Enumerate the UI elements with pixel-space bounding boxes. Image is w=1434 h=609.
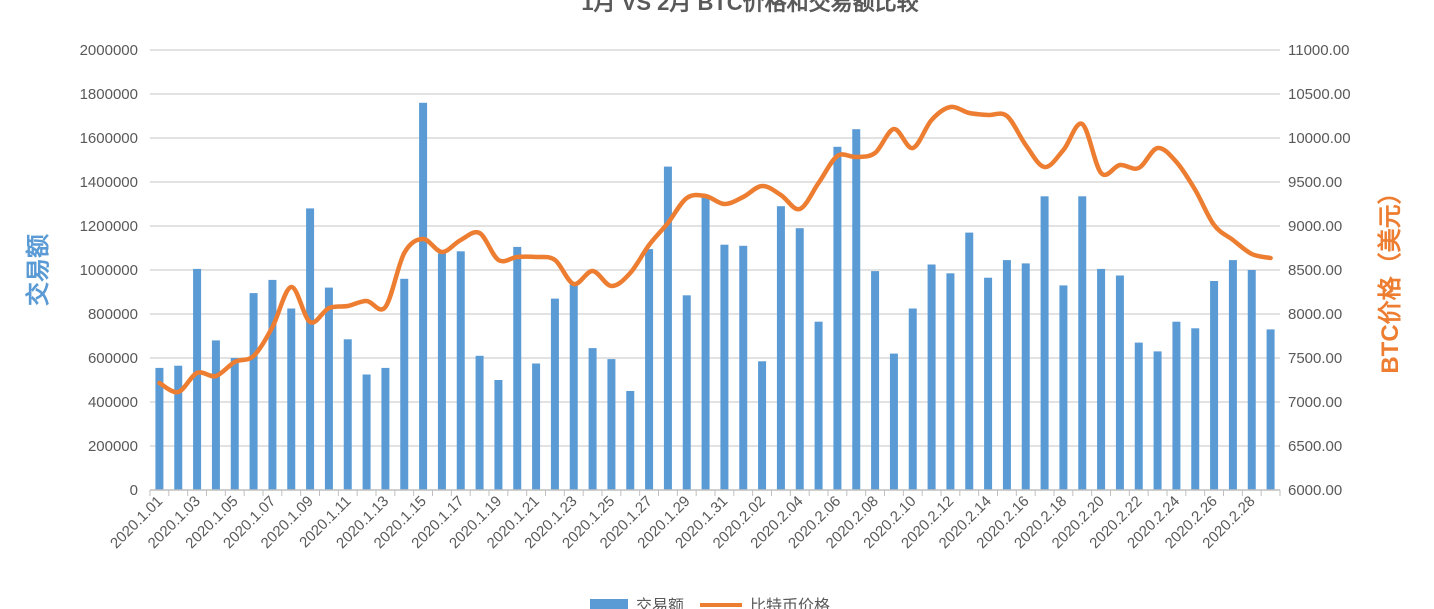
y-right-tick-label: 8000.00 [1288, 306, 1342, 323]
legend-label-line: 比特币价格 [750, 597, 830, 609]
bar [889, 353, 898, 490]
bar [1266, 329, 1275, 490]
y-left-tick-label: 200000 [88, 438, 138, 455]
bar-series [155, 102, 1275, 491]
bar [268, 279, 277, 490]
y-left-tick-label: 2000000 [80, 42, 138, 59]
bar [1153, 351, 1162, 490]
legend: 交易额 比特币价格 [590, 597, 830, 609]
bar [1040, 196, 1049, 491]
bar [155, 367, 164, 490]
y-left-tick-label: 1600000 [80, 130, 138, 147]
price-line [157, 104, 1273, 395]
bar [927, 264, 936, 490]
bar [588, 348, 597, 490]
bar [852, 129, 861, 490]
bar [1247, 270, 1256, 490]
bar [1134, 342, 1143, 490]
y-right-tick-label: 6000.00 [1288, 482, 1342, 499]
y-right-tick-label: 7500.00 [1288, 350, 1342, 367]
bar [475, 355, 484, 490]
y-right-tick-label: 9000.00 [1288, 218, 1342, 235]
bar [984, 277, 993, 490]
y-left-tick-label: 1800000 [80, 86, 138, 103]
bar [833, 146, 842, 491]
line-series [157, 104, 1273, 395]
bar [343, 339, 352, 490]
bar [287, 308, 296, 490]
y-left-tick-label: 1000000 [80, 262, 138, 279]
y-axis-right-title: BTC价格（美元） [1376, 180, 1404, 373]
bar [437, 253, 446, 490]
bar [494, 380, 503, 490]
bar [193, 268, 202, 490]
bar [362, 374, 371, 490]
bar [758, 361, 767, 490]
y-left-tick-label: 1200000 [80, 218, 138, 235]
bar [211, 340, 220, 490]
bar [1078, 196, 1087, 491]
bar [795, 228, 804, 490]
bar [1228, 260, 1237, 490]
bar [1002, 260, 1011, 490]
gridlines [150, 49, 1280, 447]
bar [1021, 263, 1030, 490]
bar [532, 363, 541, 490]
bar [701, 195, 710, 490]
y-right-tick-label: 10000.00 [1288, 130, 1351, 147]
bar [419, 102, 428, 491]
y-right-tick-label: 6500.00 [1288, 438, 1342, 455]
bar [1097, 268, 1106, 490]
bar [814, 321, 823, 490]
y-right-tick-label: 7000.00 [1288, 394, 1342, 411]
bar [230, 358, 239, 490]
bar [1059, 285, 1068, 490]
y-left-tick-label: 400000 [88, 394, 138, 411]
bar [626, 391, 635, 490]
bar [663, 166, 672, 490]
y-right-tick-label: 10500.00 [1288, 86, 1351, 103]
bar [1115, 275, 1124, 490]
bar [569, 283, 578, 490]
bar [739, 245, 748, 490]
bar [306, 208, 315, 490]
y-right-tick-label: 9500.00 [1288, 174, 1342, 191]
bar [871, 271, 880, 490]
bar [400, 278, 409, 490]
y-right-tick-label: 8500.00 [1288, 262, 1342, 279]
y-right-tick-label: 11000.00 [1288, 42, 1349, 59]
bar [776, 206, 785, 490]
bar [682, 295, 691, 490]
bar [1172, 321, 1181, 490]
bar [1191, 328, 1200, 490]
bar [324, 287, 333, 490]
bar [908, 308, 917, 490]
chart-title: 1月 VS 2月 BTC价格和交易额比较 [581, 0, 918, 15]
y-left-tick-label: 0 [130, 482, 138, 499]
bar [946, 273, 955, 490]
bar [720, 244, 729, 490]
legend-swatch-bar [590, 599, 628, 609]
bar [249, 293, 258, 490]
legend-label-bar: 交易额 [636, 597, 684, 609]
bar [456, 251, 465, 490]
bar [513, 246, 522, 490]
bar [607, 359, 616, 490]
y-left-tick-label: 600000 [88, 350, 138, 367]
bar [645, 249, 654, 490]
y-left-tick-label: 800000 [88, 306, 138, 323]
bar [1210, 281, 1219, 490]
bar [965, 232, 974, 490]
bar [174, 365, 183, 490]
bar [550, 298, 559, 490]
bar [381, 367, 390, 490]
y-axis-left-title: 交易额 [24, 234, 52, 306]
y-left-tick-label: 1400000 [80, 174, 138, 191]
